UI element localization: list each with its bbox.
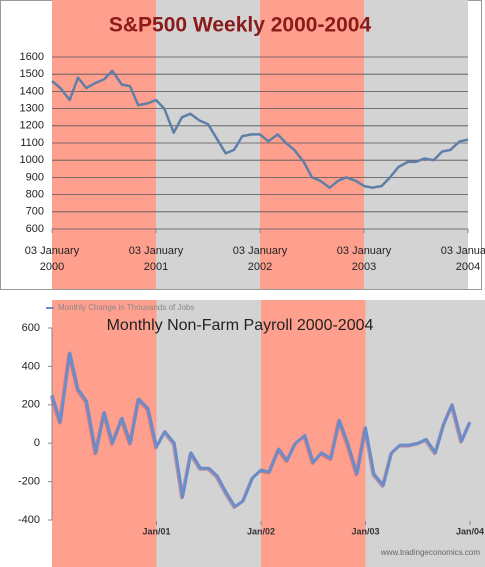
series-line xyxy=(51,69,469,189)
x-tick-label: 03 January2004 xyxy=(441,245,485,273)
period-shading xyxy=(260,0,364,289)
period-shading xyxy=(52,300,157,567)
y-tick-label: 600 xyxy=(26,223,44,235)
x-tick-label: Jan/04 xyxy=(456,526,484,536)
x-tick-label: 03 January 2001 xyxy=(129,245,184,273)
period-shading xyxy=(156,300,261,567)
x-tick-label: Jan/01 xyxy=(142,526,170,536)
period-shading xyxy=(156,0,260,289)
y-tick-label: 1600 xyxy=(20,51,44,63)
x-tick-label: 03 January 2002 xyxy=(233,245,288,273)
chart-title: Monthly Non-Farm Payroll 2000-2004 xyxy=(107,317,374,334)
x-tick-label: Jan/03 xyxy=(351,526,379,536)
y-tick-label: 1100 xyxy=(20,137,44,149)
period-shading xyxy=(261,300,366,567)
series-line xyxy=(50,351,472,509)
y-tick-label: 1400 xyxy=(20,85,44,97)
y-tick-label: 800 xyxy=(26,189,44,201)
y-tick-label: 700 xyxy=(26,206,44,218)
chart-title: S&P500 Weekly 2000-2004 xyxy=(109,14,372,37)
y-tick-label: 1300 xyxy=(20,103,44,115)
legend-label: Monthly Change in Thousands of Jobs xyxy=(58,303,194,312)
period-shading xyxy=(52,0,156,289)
y-tick-label: 1200 xyxy=(20,120,44,132)
x-tick-label: 03 January 2000 xyxy=(25,245,80,273)
x-tick-label: 03 January 2003 xyxy=(337,245,392,273)
y-tick-label: 1000 xyxy=(20,154,44,166)
y-tick-label: -400 xyxy=(18,514,40,526)
y-tick-label: -200 xyxy=(18,476,40,488)
y-tick-label: 0 xyxy=(34,437,40,449)
period-shading xyxy=(364,0,468,289)
y-tick-label: 200 xyxy=(22,399,40,411)
y-tick-label: 400 xyxy=(22,360,40,372)
y-tick-label: 1500 xyxy=(20,68,44,80)
x-tick-label: Jan/02 xyxy=(247,526,275,536)
y-tick-label: 600 xyxy=(22,322,40,334)
y-tick-label: 900 xyxy=(26,171,44,183)
watermark: www.tradingeconomics.com xyxy=(380,548,480,557)
